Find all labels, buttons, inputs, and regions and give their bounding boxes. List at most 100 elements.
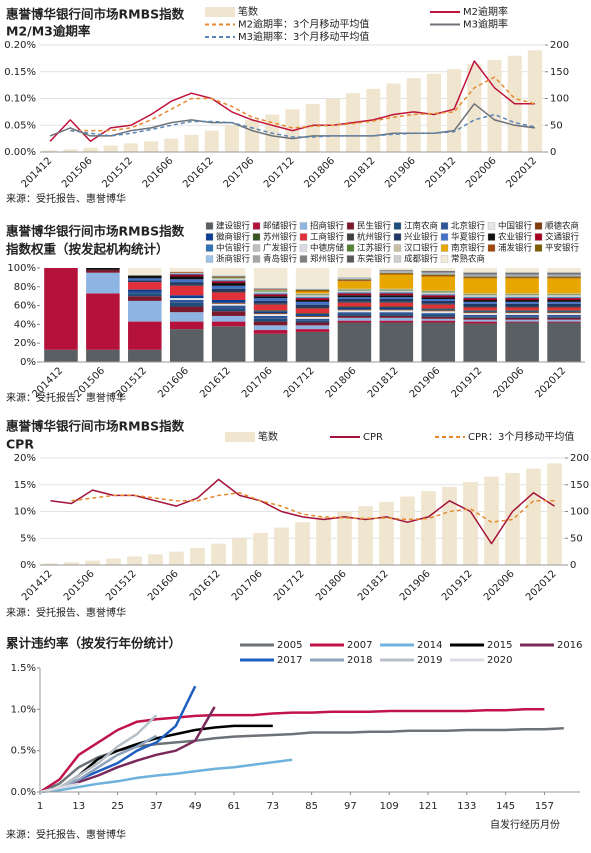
y-tick-label: 0.5% <box>11 746 36 757</box>
bar <box>305 103 320 152</box>
bar-segment <box>253 321 288 326</box>
bar-segment <box>295 314 330 316</box>
bar <box>43 150 58 152</box>
legend-label: 江南农商 <box>404 221 438 232</box>
legend-label: 常熟农商 <box>451 254 485 265</box>
legend-label: 2005 <box>277 640 302 651</box>
x-tick-label: 201906 <box>383 155 418 190</box>
bar-segment <box>337 293 372 296</box>
y2-tick-label: 200 <box>570 453 589 464</box>
bar-segment <box>211 303 246 306</box>
legend-swatch <box>346 233 355 241</box>
bar-segment <box>505 301 539 304</box>
x-tick-label: 73 <box>266 801 279 812</box>
y-tick-label: 0% <box>20 357 36 368</box>
legend-swatch <box>393 222 402 230</box>
x-tick-label: 1 <box>37 801 43 812</box>
x-tick-label: 201706 <box>230 568 265 603</box>
bar-segment <box>421 313 456 315</box>
legend-label: 交通银行 <box>545 232 580 243</box>
bar-segment <box>505 319 539 322</box>
legend-label: 杭州银行 <box>357 232 392 243</box>
x-tick-label: 201606 <box>146 568 181 603</box>
bar-segment <box>379 288 414 290</box>
x-tick-label: 201512 <box>104 568 139 603</box>
bar-segment <box>337 291 372 293</box>
bar-segment <box>547 306 581 308</box>
bar <box>43 563 58 565</box>
legend-swatch <box>346 222 355 230</box>
bar-segment <box>505 274 539 276</box>
bar-segment <box>505 275 539 277</box>
bar-segment <box>463 278 497 294</box>
legend-swatch <box>487 244 496 252</box>
bar-segment <box>421 299 456 301</box>
bar-segment <box>547 272 581 274</box>
bar-segment <box>295 290 330 292</box>
bar-segment <box>505 306 539 308</box>
x-tick-label: 201706 <box>240 365 275 400</box>
bar-segment <box>379 295 414 298</box>
bar-segment <box>379 274 414 289</box>
bar-segment <box>253 314 288 316</box>
bar-segment <box>421 275 456 277</box>
bar-segment <box>169 271 204 273</box>
legend-swatch <box>252 244 261 252</box>
bar-segment <box>547 295 581 297</box>
legend-label: 汉口银行 <box>404 243 439 254</box>
bar-segment <box>463 311 497 313</box>
bar-segment <box>379 272 414 274</box>
bar-segment <box>547 294 581 296</box>
x-tick-label: 201806 <box>302 155 337 190</box>
bar <box>232 538 247 565</box>
bar-segment <box>463 313 497 315</box>
bar-segment <box>379 273 414 275</box>
bar-segment <box>463 293 497 295</box>
bar-segment <box>505 278 539 294</box>
bar-segment <box>295 313 330 315</box>
bar-segment <box>128 349 162 362</box>
y-tick-label: 0.05% <box>4 120 36 131</box>
bar-segment <box>379 307 414 310</box>
legend-swatch <box>205 233 214 241</box>
legend-swatch <box>205 255 214 263</box>
bar-segment <box>505 297 539 299</box>
bar-segment <box>295 318 330 321</box>
bar-segment <box>128 268 162 276</box>
bar <box>83 147 98 152</box>
y2-tick-label: 200 <box>550 40 569 51</box>
bar-segment <box>547 322 581 362</box>
y-tick-label: 60% <box>14 301 36 312</box>
bar-segment <box>547 278 581 294</box>
x-tick-label: 201812 <box>366 365 401 400</box>
x-tick-label: 201512 <box>114 365 149 400</box>
line <box>70 76 536 132</box>
legend-swatch <box>534 222 543 230</box>
legend-swatch <box>440 244 449 252</box>
source: 来源：受托报告、惠誉博华 <box>6 192 126 205</box>
bar-segment <box>463 273 497 275</box>
legend-label: 农业银行 <box>498 232 533 243</box>
bar-segment <box>44 268 78 350</box>
bar-segment <box>169 279 204 283</box>
x-tick-label: 201612 <box>198 365 233 400</box>
y-tick-label: 0% <box>20 560 36 571</box>
bar-segment <box>421 292 456 294</box>
legend-label: 中信银行 <box>216 243 251 254</box>
chart-title: 累计违约率（按发行年份统计） <box>6 636 181 651</box>
bar-segment <box>505 303 539 307</box>
bar-segment <box>211 292 246 300</box>
bar-segment <box>547 271 581 273</box>
line <box>39 727 564 794</box>
legend-swatch <box>487 222 496 230</box>
bar-segment <box>128 282 162 290</box>
x-tick-label: 157 <box>535 801 554 812</box>
legend-swatch <box>440 233 449 241</box>
bar-segment <box>505 310 539 312</box>
bar-segment <box>337 292 372 294</box>
y-tick-label: 20% <box>14 338 36 349</box>
bar-segment <box>505 307 539 311</box>
bar <box>421 491 436 565</box>
bar-segment <box>337 322 372 362</box>
